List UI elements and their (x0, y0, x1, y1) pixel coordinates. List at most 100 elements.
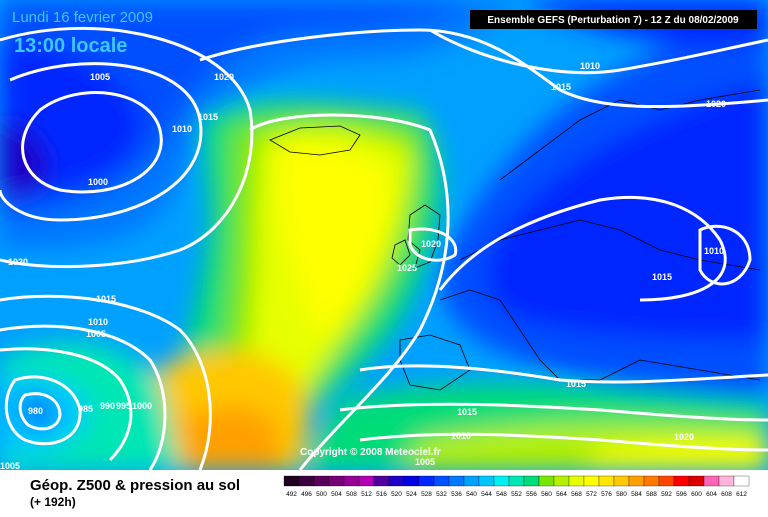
scale-swatch (703, 475, 720, 487)
scale-swatch (478, 475, 495, 487)
isobar-label: 1015 (457, 407, 477, 417)
scale-swatch (628, 475, 645, 487)
isobar-label: 1010 (451, 431, 471, 441)
scale-label: 496 (301, 491, 312, 498)
model-info: Ensemble GEFS (Perturbation 7) - 12 Z du… (487, 15, 739, 26)
scale-label: 532 (436, 491, 447, 498)
isobar-label: 1015 (566, 379, 586, 389)
isobar-label: 1000 (88, 177, 108, 187)
scale-label: 512 (361, 491, 372, 498)
scale-swatch (493, 475, 510, 487)
scale-swatch (388, 475, 405, 487)
scale-label: 596 (676, 491, 687, 498)
isobar-label: 995 (116, 401, 131, 411)
model-box (470, 10, 757, 29)
scale-swatch (583, 475, 600, 487)
scale-swatch (538, 475, 555, 487)
scale-label: 584 (631, 491, 642, 498)
scale-label: 516 (376, 491, 387, 498)
isobar-label: 1005 (0, 461, 20, 471)
scale-swatch (568, 475, 585, 487)
isobar-label: 1010 (704, 246, 724, 256)
scale-swatch (283, 475, 300, 487)
isobar-label: 1010 (88, 317, 108, 327)
scale-swatch (658, 475, 675, 487)
scale-label: 588 (646, 491, 657, 498)
isobar-label: 985 (78, 404, 93, 414)
isobar-label: 1010 (172, 124, 192, 134)
scale-label: 492 (286, 491, 297, 498)
scale-swatch (373, 475, 390, 487)
scale-label: 528 (421, 491, 432, 498)
scale-label: 500 (316, 491, 327, 498)
isobar-label: 1015 (96, 294, 116, 304)
isobar-label: 980 (28, 406, 43, 416)
isobar-label: 1020 (8, 257, 28, 267)
scale-label: 592 (661, 491, 672, 498)
scale-label: 552 (511, 491, 522, 498)
scale-swatch (463, 475, 480, 487)
scale-label: 560 (541, 491, 552, 498)
geopotential-field (0, 0, 768, 470)
scale-label: 540 (466, 491, 477, 498)
coastlines (269, 89, 761, 391)
scale-label: 576 (601, 491, 612, 498)
isobar-label: 1020 (674, 432, 694, 442)
scale-swatch (673, 475, 690, 487)
isobar-label: 1015 (551, 82, 571, 92)
scale-label: 544 (481, 491, 492, 498)
color-scale: 492 496 500 504 508 512 516 520 524 528 532 536 540 5… (283, 475, 750, 498)
isobar-label: 1005 (90, 72, 110, 82)
scale-swatch (448, 475, 465, 487)
scale-swatch (358, 475, 375, 487)
scale-label: 568 (571, 491, 582, 498)
scale-swatch (418, 475, 435, 487)
copyright: Copyright © 2008 Meteociel.fr (300, 447, 441, 458)
scale-swatch (553, 475, 570, 487)
scale-label: 508 (346, 491, 357, 498)
isobar-label: 1010 (580, 61, 600, 71)
scale-label: 564 (556, 491, 567, 498)
local-time: 13:00 locale (14, 35, 127, 57)
scale-swatch (523, 475, 540, 487)
scale-swatch (313, 475, 330, 487)
isobar-label: 1005 (86, 329, 106, 339)
scale-swatch (403, 475, 420, 487)
scale-label: 580 (616, 491, 627, 498)
scale-swatch (688, 475, 705, 487)
isobars (0, 26, 768, 471)
scale-swatch (613, 475, 630, 487)
scale-label: 600 (691, 491, 702, 498)
isobar-label: 1020 (421, 239, 441, 249)
scale-label: 556 (526, 491, 537, 498)
isobar-label: 1005 (415, 457, 435, 467)
isobar-labels: 1005 1020 1015 1010 1000 1020 1015 1010 1005 980 9… (0, 61, 726, 471)
isobar-label: 990 (100, 401, 115, 411)
scale-label: 612 (736, 491, 747, 498)
footer-title: Géop. Z500 & pression au sol (30, 477, 240, 494)
scale-swatch (643, 475, 660, 487)
scale-swatch (298, 475, 315, 487)
isobar-label: 1020 (214, 72, 234, 82)
scale-label: 608 (721, 491, 732, 498)
scale-label: 604 (706, 491, 717, 498)
scale-swatch (343, 475, 360, 487)
scale-label: 548 (496, 491, 507, 498)
lead-time: (+ 192h) (30, 495, 76, 509)
scale-label: 536 (451, 491, 462, 498)
scale-swatch (598, 475, 615, 487)
scale-label: 504 (331, 491, 342, 498)
scale-swatch (718, 475, 735, 487)
scale-swatch (433, 475, 450, 487)
scale-swatch (328, 475, 345, 487)
isobar-label: 1020 (706, 99, 726, 109)
date: Lundi 16 fevrier 2009 (12, 9, 153, 26)
isobar-label: 1025 (397, 263, 417, 273)
scale-swatch (508, 475, 525, 487)
isobar-label: 1015 (652, 272, 672, 282)
scale-swatch (733, 475, 750, 487)
scale-label: 572 (586, 491, 597, 498)
isobar-label: 1000 (132, 401, 152, 411)
scale-label: 524 (406, 491, 417, 498)
